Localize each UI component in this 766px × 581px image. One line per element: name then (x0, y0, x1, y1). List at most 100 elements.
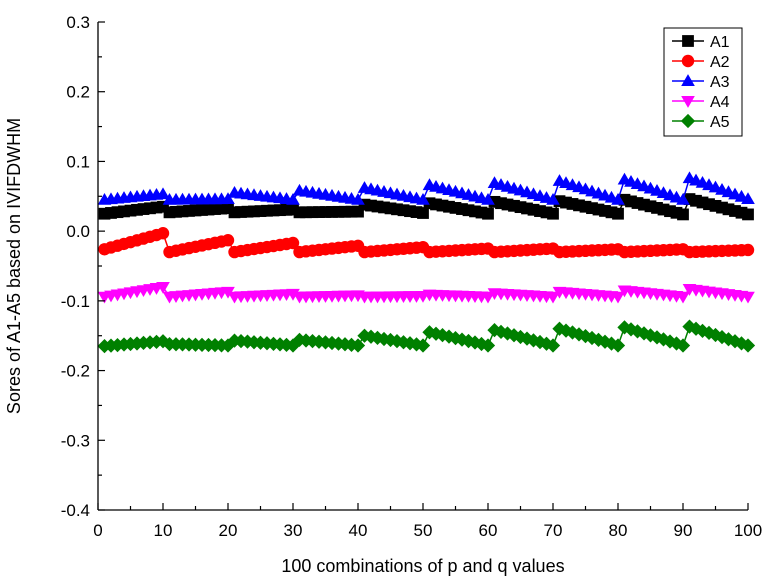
x-tick-label: 10 (154, 521, 173, 540)
y-tick-label: 0.0 (66, 222, 90, 241)
point-A1 (449, 202, 462, 214)
point-A1 (651, 202, 663, 214)
point-A1 (534, 205, 546, 217)
point-A1 (319, 206, 332, 218)
point-A1 (222, 202, 234, 215)
point-A1 (586, 202, 598, 215)
y-tick-label: 0.3 (66, 13, 90, 32)
point-A1 (131, 203, 143, 216)
point-A1 (735, 206, 748, 219)
point-A1 (508, 199, 520, 212)
point-A1 (365, 199, 377, 212)
point-A1 (703, 198, 715, 211)
legend-marker-A3 (681, 74, 695, 86)
point-A4 (676, 291, 690, 304)
legend-label: A5 (710, 114, 730, 131)
series-A5 (97, 319, 756, 354)
legend-item-A1: A1 (672, 34, 730, 51)
point-A4 (156, 281, 170, 294)
point-A1 (150, 201, 163, 214)
y-tick-label: -0.2 (61, 362, 90, 381)
point-A2 (221, 234, 235, 247)
legend-marker-A2 (681, 54, 695, 68)
point-A1 (202, 203, 215, 216)
point-A1 (495, 197, 507, 210)
legend-item-A5: A5 (672, 113, 730, 131)
point-A3 (221, 192, 235, 205)
point-A1 (430, 198, 442, 211)
point-A1 (261, 204, 273, 217)
legend-label: A1 (710, 34, 730, 51)
point-A1 (332, 205, 345, 218)
point-A1 (696, 196, 709, 209)
point-A1 (417, 207, 429, 219)
point-A1 (742, 208, 754, 221)
point-A1 (163, 206, 176, 219)
point-A1 (527, 203, 540, 216)
point-A1 (599, 205, 611, 217)
point-A1 (378, 201, 390, 214)
x-axis-title: 100 combinations of p and q values (281, 556, 564, 576)
x-tick-label: 100 (734, 521, 762, 540)
point-A1 (189, 204, 202, 217)
point-A5 (415, 338, 431, 353)
point-A1 (293, 206, 306, 219)
point-A1 (274, 204, 286, 217)
point-A1 (638, 198, 650, 211)
point-A4 (221, 286, 235, 299)
point-A1 (729, 205, 741, 217)
point-A1 (709, 200, 722, 212)
series-A1 (98, 193, 754, 221)
point-A1 (111, 206, 124, 219)
x-tick-label: 90 (674, 521, 693, 540)
point-A4 (611, 291, 625, 304)
point-A1 (371, 200, 384, 213)
point-A1 (716, 201, 728, 214)
x-tick-label: 30 (284, 521, 303, 540)
point-A1 (488, 195, 501, 208)
x-tick-label: 70 (544, 521, 563, 540)
point-A1 (690, 194, 702, 207)
point-A2 (156, 227, 170, 240)
legend-marker-A1 (682, 35, 694, 47)
point-A3 (156, 187, 170, 200)
point-A1 (657, 203, 670, 216)
series-A4 (97, 281, 755, 304)
point-A2 (286, 236, 300, 250)
point-A1 (124, 204, 137, 217)
point-A1 (566, 198, 579, 210)
series-A3 (97, 171, 755, 205)
point-A1 (540, 206, 553, 219)
point-A3 (286, 192, 300, 205)
point-A5 (740, 338, 756, 353)
point-A1 (248, 205, 260, 218)
point-A1 (326, 206, 338, 218)
point-A4 (741, 291, 755, 304)
point-A1 (683, 193, 696, 205)
point-A1 (105, 207, 117, 219)
point-A1 (514, 201, 527, 214)
point-A1 (228, 206, 241, 219)
legend-marker-A5 (680, 113, 696, 129)
point-A1 (235, 206, 247, 218)
y-tick-label: 0.1 (66, 152, 90, 171)
point-A1 (215, 202, 228, 215)
point-A4 (546, 291, 560, 304)
point-A1 (618, 193, 631, 206)
point-A1 (391, 203, 403, 216)
point-A1 (280, 203, 293, 216)
x-tick-label: 20 (219, 521, 238, 540)
point-A1 (482, 207, 494, 220)
point-A3 (676, 192, 690, 205)
point-A1 (722, 203, 735, 216)
point-A1 (670, 206, 683, 219)
point-A1 (345, 205, 358, 218)
point-A1 (397, 204, 410, 217)
point-A5 (480, 338, 496, 353)
axes (97, 21, 749, 511)
point-A1 (183, 205, 195, 217)
point-A1 (469, 205, 481, 218)
x-tick-label: 60 (479, 521, 498, 540)
y-tick-label: -0.3 (61, 431, 90, 450)
point-A1 (241, 205, 254, 218)
